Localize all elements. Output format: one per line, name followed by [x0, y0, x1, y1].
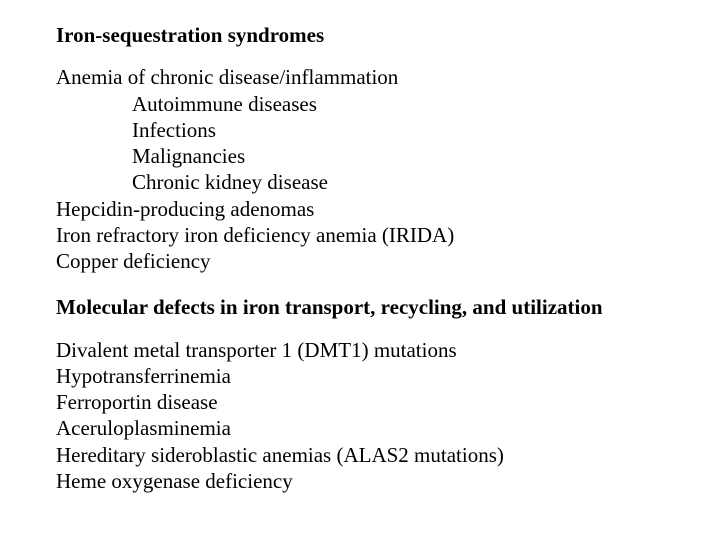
list-item: Infections	[56, 117, 720, 143]
list-item: Anemia of chronic disease/inflammation	[56, 64, 720, 90]
list-item: Chronic kidney disease	[56, 169, 720, 195]
list-item: Aceruloplasminemia	[56, 415, 720, 441]
list-item: Hypotransferrinemia	[56, 363, 720, 389]
list-item: Iron refractory iron deficiency anemia (…	[56, 222, 720, 248]
section-heading-2: Molecular defects in iron transport, rec…	[56, 294, 720, 320]
section-list-2: Divalent metal transporter 1 (DMT1) muta…	[56, 337, 720, 495]
list-item: Autoimmune diseases	[56, 91, 720, 117]
list-item: Ferroportin disease	[56, 389, 720, 415]
list-item: Hepcidin-producing adenomas	[56, 196, 720, 222]
list-item: Copper deficiency	[56, 248, 720, 274]
list-item: Divalent metal transporter 1 (DMT1) muta…	[56, 337, 720, 363]
list-item: Heme oxygenase deficiency	[56, 468, 720, 494]
list-item: Malignancies	[56, 143, 720, 169]
document-page: Iron-sequestration syndromes Anemia of c…	[0, 0, 720, 494]
list-item: Hereditary sideroblastic anemias (ALAS2 …	[56, 442, 720, 468]
section-list-1: Anemia of chronic disease/inflammation A…	[56, 64, 720, 274]
section-heading-1: Iron-sequestration syndromes	[56, 22, 720, 48]
